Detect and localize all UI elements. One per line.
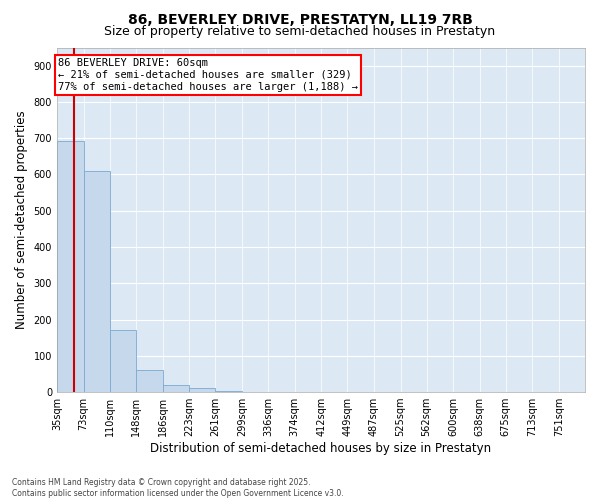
Text: Size of property relative to semi-detached houses in Prestatyn: Size of property relative to semi-detach…	[104, 25, 496, 38]
Text: 86 BEVERLEY DRIVE: 60sqm
← 21% of semi-detached houses are smaller (329)
77% of : 86 BEVERLEY DRIVE: 60sqm ← 21% of semi-d…	[58, 58, 358, 92]
Text: 86, BEVERLEY DRIVE, PRESTATYN, LL19 7RB: 86, BEVERLEY DRIVE, PRESTATYN, LL19 7RB	[128, 12, 472, 26]
Bar	[83, 171, 110, 392]
Y-axis label: Number of semi-detached properties: Number of semi-detached properties	[15, 110, 28, 329]
Bar	[57, 140, 83, 392]
Bar	[136, 370, 163, 392]
X-axis label: Distribution of semi-detached houses by size in Prestatyn: Distribution of semi-detached houses by …	[151, 442, 491, 455]
Bar	[110, 330, 136, 392]
Text: Contains HM Land Registry data © Crown copyright and database right 2025.
Contai: Contains HM Land Registry data © Crown c…	[12, 478, 344, 498]
Bar	[189, 388, 215, 392]
Bar	[163, 385, 189, 392]
